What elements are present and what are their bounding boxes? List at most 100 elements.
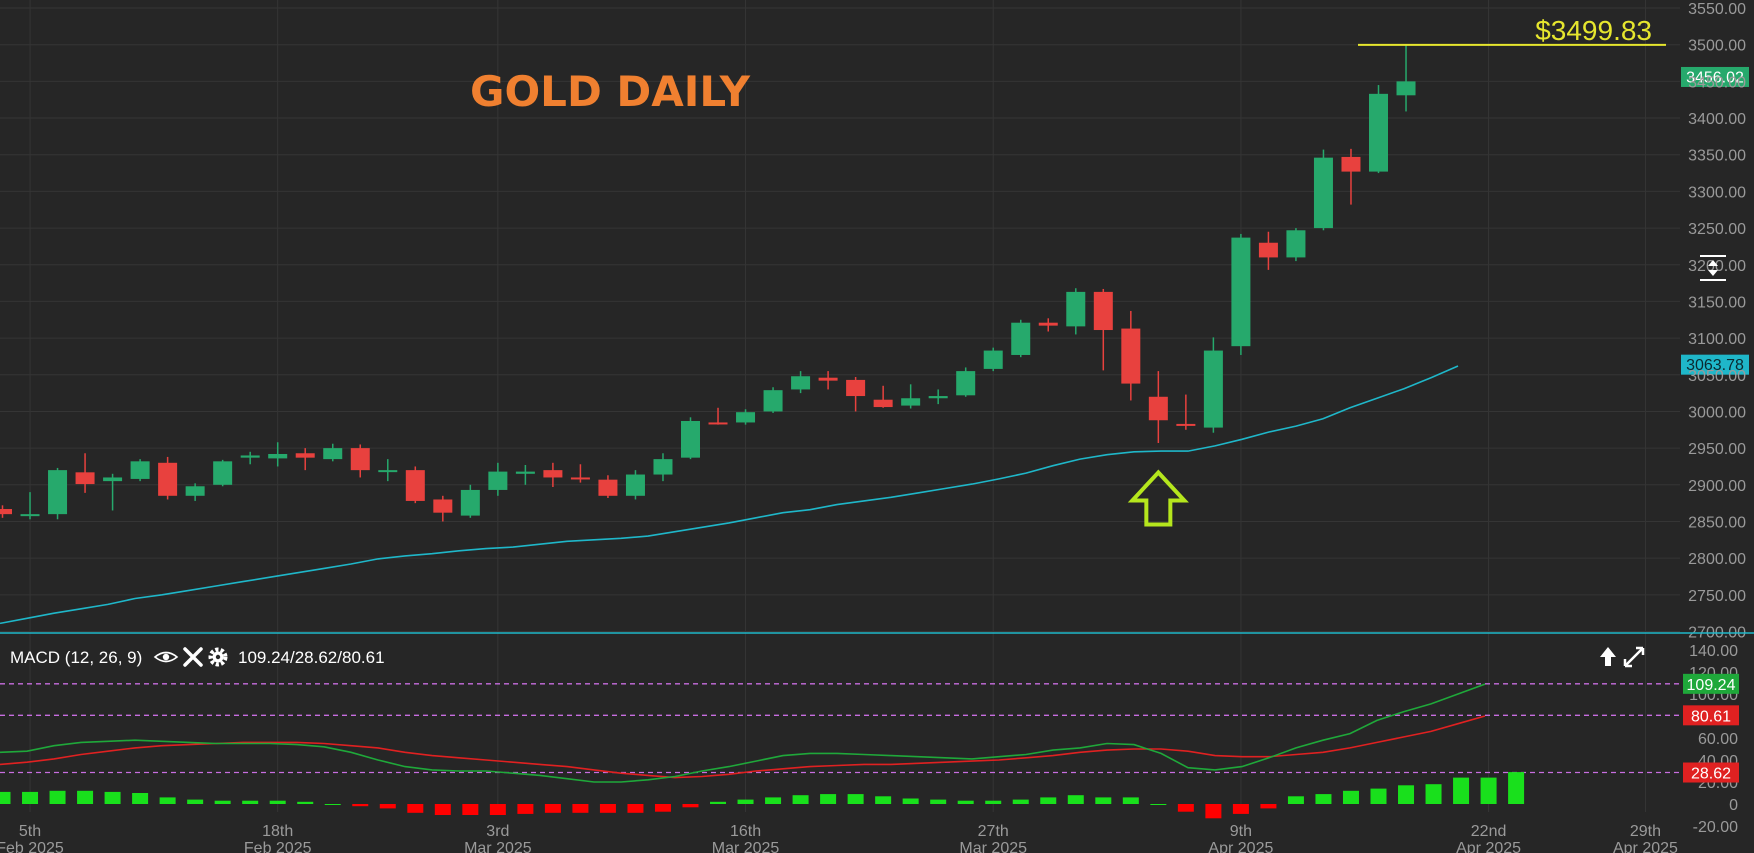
candle-body: [48, 470, 68, 515]
macd-histogram-bar: [187, 799, 204, 804]
time-tick-day: 9th: [1230, 823, 1252, 840]
macd-histogram-bar: [1370, 788, 1387, 804]
candle: [928, 389, 948, 405]
macd-histogram-bar: [489, 804, 506, 815]
candle: [1369, 85, 1388, 174]
macd-tick-label: 60.00: [1698, 731, 1738, 748]
macd-label: MACD (12, 26, 9): [10, 648, 142, 667]
macd-histogram-bar: [324, 804, 341, 805]
macd-pane: -20.00020.0040.0060.0080.00100.00120.001…: [0, 643, 1739, 836]
candle-body: [103, 477, 123, 482]
last-price-tag: [1681, 66, 1749, 87]
macd-value-tag-label: 109.24: [1687, 677, 1736, 694]
candle: [185, 483, 205, 501]
candle: [405, 466, 425, 504]
macd-histogram-bar: [407, 804, 424, 813]
candle-body: [1176, 423, 1196, 426]
candle: [1176, 394, 1196, 430]
macd-histogram-bar: [1425, 784, 1442, 804]
macd-values: 109.24/28.62/80.61: [238, 648, 385, 667]
candle: [323, 443, 343, 462]
candle: [681, 417, 700, 460]
candle: [103, 473, 123, 511]
candle-body: [1121, 328, 1141, 384]
price-tick-label: 2800.00: [1688, 551, 1746, 568]
candle-body: [901, 398, 921, 406]
candle-body: [20, 514, 40, 517]
macd-histogram-bar: [1232, 804, 1249, 814]
candle-body: [681, 420, 700, 458]
macd-histogram-bar: [654, 804, 671, 812]
candle: [213, 459, 233, 487]
macd-histogram-bar: [159, 797, 176, 804]
candle-body: [653, 459, 673, 475]
candle: [625, 470, 645, 500]
moving-average-line: [0, 365, 1459, 625]
candle-body: [295, 453, 315, 458]
candle-body: [0, 509, 12, 515]
candle-body: [213, 461, 233, 485]
candle: [1203, 337, 1223, 433]
candle-body: [185, 486, 205, 496]
macd-histogram-bar: [792, 795, 809, 804]
macd-histogram-bar: [599, 804, 616, 813]
macd-histogram-bar: [737, 799, 754, 804]
macd-value-tag-label: 28.62: [1691, 766, 1731, 783]
candle: [598, 475, 618, 499]
candle-body: [75, 472, 95, 485]
time-tick-day: 3rd: [486, 823, 509, 840]
macd-histogram-bar: [297, 801, 314, 804]
candle: [873, 385, 893, 408]
candle-body: [130, 461, 150, 479]
macd-histogram-bar: [1508, 772, 1525, 804]
gear-icon[interactable]: [208, 647, 228, 667]
macd-histogram-bar: [1012, 799, 1029, 804]
candle: [350, 444, 370, 478]
expand-icon[interactable]: [1623, 646, 1645, 668]
annotations-layer: $3499.83 3456.02 3063.78: [1127, 15, 1749, 527]
macd-histogram-bar: [627, 804, 644, 813]
candle: [1231, 233, 1251, 355]
candle-body: [625, 474, 645, 496]
macd-histogram-bar: [77, 790, 94, 804]
macd-axis: -20.00020.0040.0060.0080.00100.00120.001…: [1683, 643, 1739, 836]
candle-body: [405, 470, 425, 501]
candle: [0, 505, 12, 518]
macd-histogram-bar: [132, 793, 149, 804]
macd-value-tag-label: 80.61: [1691, 708, 1731, 725]
candle: [543, 462, 563, 488]
candle-body: [1341, 156, 1361, 172]
macd-tick-label: 140.00: [1689, 643, 1738, 660]
time-tick-month: Apr 2025: [1456, 840, 1521, 853]
macd-histogram-bar: [820, 794, 837, 804]
candle-body: [818, 377, 838, 381]
macd-histogram-bar: [957, 800, 974, 804]
macd-value-tag: [1683, 673, 1739, 694]
macd-histogram-bar: [104, 791, 121, 804]
time-tick-day: 5th: [19, 823, 41, 840]
macd-histogram-bar: [1205, 804, 1222, 819]
candle: [240, 451, 260, 465]
macd-histogram-bar: [379, 804, 396, 809]
macd-histogram-bar: [1122, 797, 1139, 804]
price-tag-label: 3063.78: [1686, 357, 1744, 374]
candle-body: [1066, 291, 1086, 327]
macd-histogram: [0, 772, 1525, 819]
candle: [20, 492, 40, 520]
candle: [1396, 44, 1416, 112]
candle-body: [323, 448, 343, 460]
price-tick-label: 3050.00: [1688, 368, 1746, 385]
candle-body: [598, 479, 618, 496]
candle-body: [1148, 396, 1168, 421]
macd-histogram-bar: [930, 799, 947, 804]
close-icon[interactable]: [183, 647, 203, 667]
macd-histogram-bar: [0, 791, 11, 804]
candle: [570, 464, 590, 483]
eye-icon[interactable]: [153, 651, 179, 663]
candle-body: [240, 455, 260, 458]
arrow-up-icon[interactable]: [1600, 647, 1616, 666]
candle: [130, 459, 150, 482]
macd-histogram-bar: [1315, 794, 1332, 804]
scale-handle-icon[interactable]: [1700, 255, 1726, 281]
